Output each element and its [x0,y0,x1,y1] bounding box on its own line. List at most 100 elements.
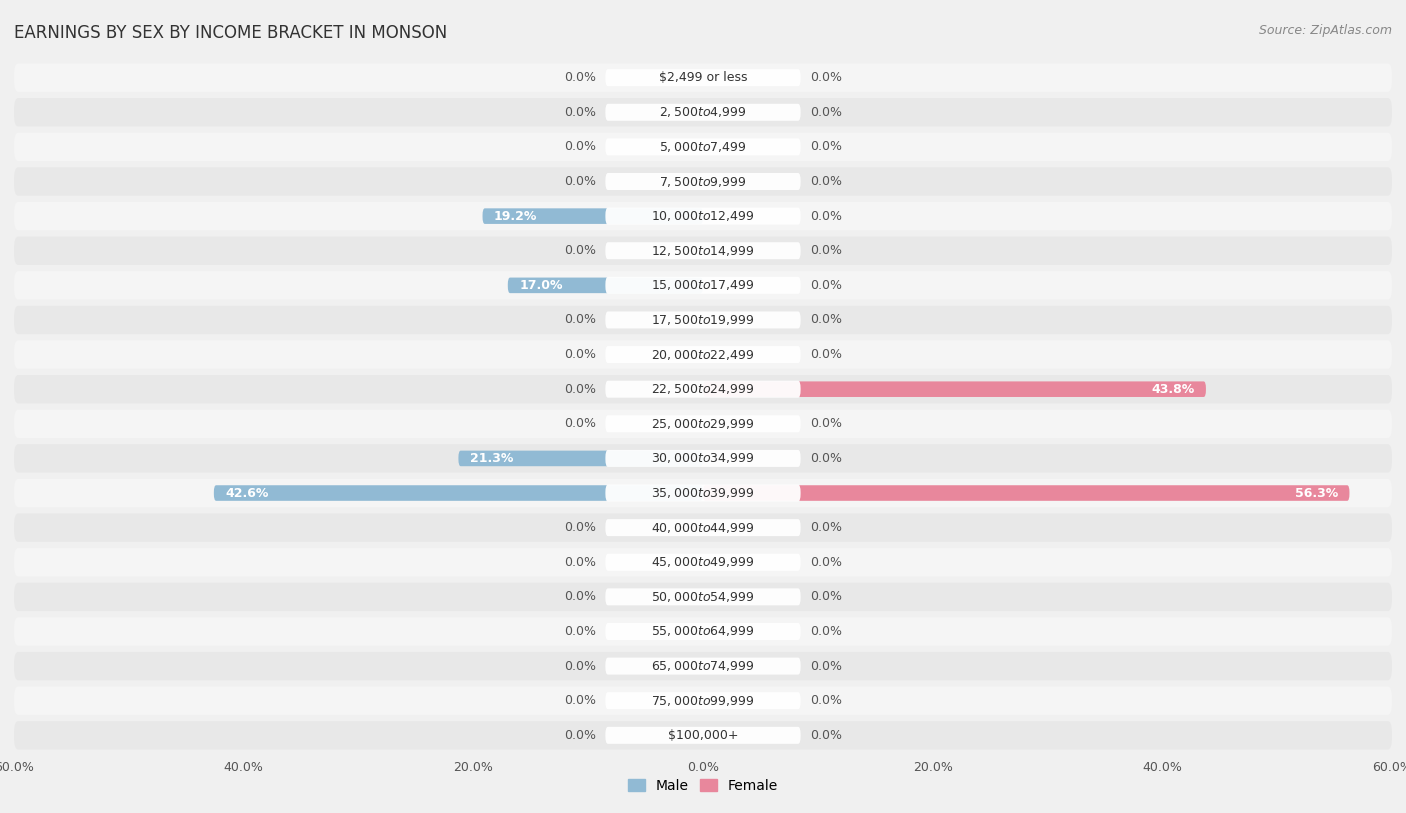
FancyBboxPatch shape [606,207,800,224]
FancyBboxPatch shape [606,242,800,259]
FancyBboxPatch shape [14,63,1392,92]
FancyBboxPatch shape [14,410,1392,438]
Text: 0.0%: 0.0% [810,314,842,327]
FancyBboxPatch shape [14,652,1392,680]
Text: 19.2%: 19.2% [494,210,537,223]
Text: 42.6%: 42.6% [225,486,269,499]
Text: 0.0%: 0.0% [810,417,842,430]
Text: Source: ZipAtlas.com: Source: ZipAtlas.com [1258,24,1392,37]
Text: $50,000 to $54,999: $50,000 to $54,999 [651,590,755,604]
FancyBboxPatch shape [703,381,1206,397]
Text: 0.0%: 0.0% [810,694,842,707]
FancyBboxPatch shape [606,311,800,328]
Text: 0.0%: 0.0% [564,556,596,569]
Text: EARNINGS BY SEX BY INCOME BRACKET IN MONSON: EARNINGS BY SEX BY INCOME BRACKET IN MON… [14,24,447,42]
FancyBboxPatch shape [703,485,1350,501]
FancyBboxPatch shape [482,208,703,224]
FancyBboxPatch shape [14,98,1392,127]
Text: $45,000 to $49,999: $45,000 to $49,999 [651,555,755,569]
FancyBboxPatch shape [14,444,1392,472]
Text: 0.0%: 0.0% [810,625,842,638]
Text: $15,000 to $17,499: $15,000 to $17,499 [651,278,755,293]
Text: $100,000+: $100,000+ [668,728,738,741]
Text: $17,500 to $19,999: $17,500 to $19,999 [651,313,755,327]
FancyBboxPatch shape [606,658,800,675]
Text: $22,500 to $24,999: $22,500 to $24,999 [651,382,755,396]
FancyBboxPatch shape [14,341,1392,369]
Text: $2,499 or less: $2,499 or less [659,72,747,85]
Text: 0.0%: 0.0% [564,348,596,361]
FancyBboxPatch shape [606,277,800,293]
Text: 0.0%: 0.0% [810,72,842,85]
Text: 43.8%: 43.8% [1152,383,1195,396]
Text: $35,000 to $39,999: $35,000 to $39,999 [651,486,755,500]
Text: $12,500 to $14,999: $12,500 to $14,999 [651,244,755,258]
Text: 0.0%: 0.0% [564,728,596,741]
Text: $10,000 to $12,499: $10,000 to $12,499 [651,209,755,223]
Text: $65,000 to $74,999: $65,000 to $74,999 [651,659,755,673]
Legend: Male, Female: Male, Female [623,773,783,798]
Text: 0.0%: 0.0% [564,417,596,430]
FancyBboxPatch shape [508,277,703,293]
Text: 0.0%: 0.0% [564,175,596,188]
Text: 0.0%: 0.0% [564,141,596,154]
Text: $2,500 to $4,999: $2,500 to $4,999 [659,106,747,120]
FancyBboxPatch shape [14,167,1392,196]
FancyBboxPatch shape [606,138,800,155]
Text: 0.0%: 0.0% [810,728,842,741]
FancyBboxPatch shape [606,589,800,606]
Text: 0.0%: 0.0% [810,521,842,534]
Text: $75,000 to $99,999: $75,000 to $99,999 [651,693,755,707]
Text: 0.0%: 0.0% [810,452,842,465]
FancyBboxPatch shape [458,450,703,466]
FancyBboxPatch shape [14,375,1392,403]
FancyBboxPatch shape [606,520,800,536]
FancyBboxPatch shape [14,617,1392,646]
Text: 0.0%: 0.0% [810,244,842,257]
Text: 0.0%: 0.0% [564,521,596,534]
FancyBboxPatch shape [606,485,800,502]
Text: $30,000 to $34,999: $30,000 to $34,999 [651,451,755,465]
FancyBboxPatch shape [14,721,1392,750]
Text: $5,000 to $7,499: $5,000 to $7,499 [659,140,747,154]
Text: 0.0%: 0.0% [810,659,842,672]
Text: 0.0%: 0.0% [810,348,842,361]
FancyBboxPatch shape [606,450,800,467]
Text: 0.0%: 0.0% [564,106,596,119]
Text: 0.0%: 0.0% [810,175,842,188]
FancyBboxPatch shape [14,237,1392,265]
FancyBboxPatch shape [14,583,1392,611]
Text: 0.0%: 0.0% [810,141,842,154]
Text: 0.0%: 0.0% [564,694,596,707]
Text: 0.0%: 0.0% [810,279,842,292]
Text: 0.0%: 0.0% [564,625,596,638]
FancyBboxPatch shape [606,415,800,433]
FancyBboxPatch shape [606,554,800,571]
FancyBboxPatch shape [606,727,800,744]
Text: 0.0%: 0.0% [564,383,596,396]
Text: $25,000 to $29,999: $25,000 to $29,999 [651,417,755,431]
FancyBboxPatch shape [14,272,1392,299]
FancyBboxPatch shape [606,104,800,121]
FancyBboxPatch shape [14,133,1392,161]
Text: 0.0%: 0.0% [810,210,842,223]
Text: 0.0%: 0.0% [564,314,596,327]
FancyBboxPatch shape [14,202,1392,230]
FancyBboxPatch shape [14,514,1392,541]
FancyBboxPatch shape [14,306,1392,334]
Text: 0.0%: 0.0% [810,106,842,119]
FancyBboxPatch shape [214,485,703,501]
FancyBboxPatch shape [606,69,800,86]
Text: 0.0%: 0.0% [564,244,596,257]
FancyBboxPatch shape [606,346,800,363]
Text: $55,000 to $64,999: $55,000 to $64,999 [651,624,755,638]
FancyBboxPatch shape [14,686,1392,715]
FancyBboxPatch shape [606,173,800,190]
FancyBboxPatch shape [14,479,1392,507]
Text: 0.0%: 0.0% [564,590,596,603]
FancyBboxPatch shape [606,623,800,640]
FancyBboxPatch shape [606,380,800,398]
Text: 0.0%: 0.0% [564,659,596,672]
Text: 0.0%: 0.0% [564,72,596,85]
Text: 21.3%: 21.3% [470,452,513,465]
